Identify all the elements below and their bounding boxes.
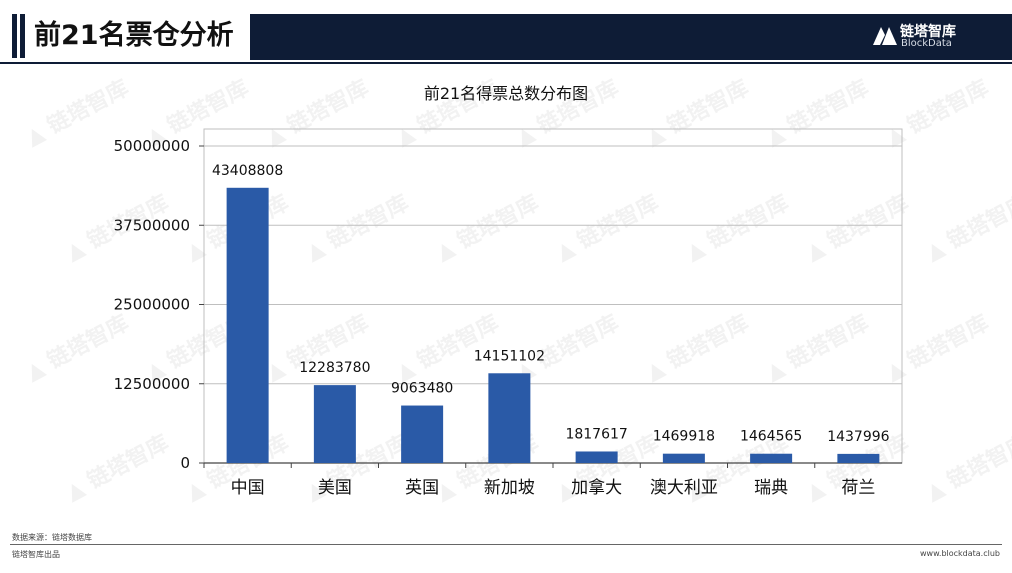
bar: [662, 453, 705, 463]
header: 前21名票仓分析 链塔智库 BlockData: [0, 0, 1012, 64]
data-source-note: 数据来源：链塔数据库: [12, 533, 92, 542]
plot-frame: [203, 128, 903, 464]
data-label: 43408808: [212, 163, 283, 179]
x-tick-label: 加拿大: [571, 477, 622, 498]
x-tick-label: 中国: [231, 478, 265, 498]
logo-subtitle: BlockData: [901, 38, 952, 49]
y-tick-label: 0: [180, 454, 190, 472]
bar: [750, 453, 793, 463]
data-label: 1464565: [740, 429, 802, 445]
data-label: 9063480: [391, 381, 453, 397]
x-tick-label: 荷兰: [841, 478, 875, 498]
bar: [837, 453, 880, 463]
logo-icon: [873, 27, 897, 45]
bar: [401, 405, 444, 463]
footer-producer: 链塔智库出品: [12, 550, 60, 559]
chart-title: 前21名得票总数分布图: [423, 84, 589, 103]
data-label: 1817617: [565, 426, 627, 442]
x-tick-label: 美国: [318, 478, 352, 498]
x-tick-label: 英国: [405, 478, 439, 498]
header-band: [250, 14, 1012, 60]
bar: [226, 187, 269, 464]
y-tick-label: 12500000: [114, 375, 190, 393]
y-tick-label: 25000000: [114, 296, 190, 314]
footer-divider: [10, 544, 1002, 545]
x-tick-label: 瑞典: [754, 478, 788, 498]
bar: [313, 385, 356, 463]
data-label: 1469918: [653, 429, 715, 445]
data-label: 14151102: [474, 348, 545, 364]
data-label: 12283780: [299, 360, 370, 376]
y-tick-label: 37500000: [114, 216, 190, 234]
header-accent-bar: [20, 14, 25, 58]
bar: [488, 373, 531, 463]
header-accent-bar: [12, 14, 17, 58]
footer-website: www.blockdata.club: [920, 549, 1000, 558]
brand-logo: 链塔智库 BlockData: [872, 22, 982, 52]
x-tick-label: 澳大利亚: [650, 478, 718, 498]
data-label: 1437996: [827, 429, 889, 445]
bar: [575, 451, 618, 463]
logo-name: 链塔智库: [900, 24, 956, 40]
x-tick-label: 新加坡: [484, 478, 535, 498]
y-tick-label: 50000000: [114, 137, 190, 155]
page-title: 前21名票仓分析: [34, 14, 248, 58]
